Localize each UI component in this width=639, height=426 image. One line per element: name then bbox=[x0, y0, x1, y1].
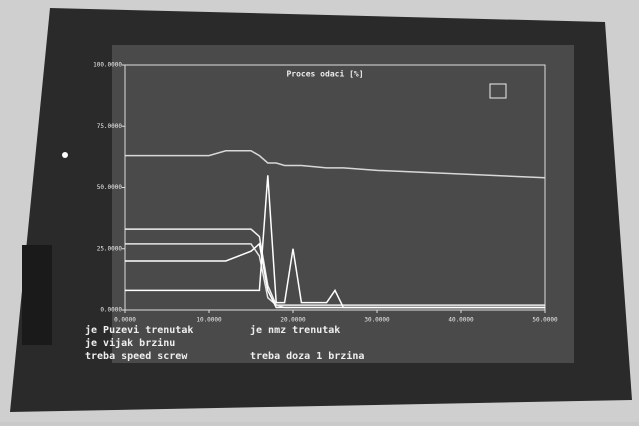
y-tick-label: 100.0000 bbox=[93, 62, 122, 69]
led bbox=[62, 152, 68, 158]
x-tick-label: 0.0000 bbox=[114, 317, 136, 324]
x-tick-label: 40.0000 bbox=[448, 317, 474, 324]
status-text: je Puzevi trenutak bbox=[85, 324, 193, 336]
status-text: treba speed screw bbox=[85, 351, 188, 362]
port bbox=[22, 245, 52, 345]
screen bbox=[112, 45, 574, 363]
page: Proces odaci [%] je Puzevi trenutak je v… bbox=[0, 0, 639, 422]
x-tick-label: 50.0000 bbox=[532, 317, 558, 324]
status-text: je nmz trenutak bbox=[250, 324, 340, 336]
y-tick-label: 0.0000 bbox=[100, 307, 122, 314]
photo: Proces odaci [%] je Puzevi trenutak je v… bbox=[0, 0, 639, 422]
y-tick-label: 75.0000 bbox=[97, 123, 123, 130]
x-tick-label: 20.0000 bbox=[280, 317, 306, 324]
x-tick-label: 30.0000 bbox=[364, 317, 390, 324]
y-tick-label: 25.0000 bbox=[97, 245, 123, 252]
chart-title: Proces odaci [%] bbox=[286, 69, 363, 79]
y-tick-label: 50.0000 bbox=[97, 184, 123, 191]
status-text: treba doza 1 brzina bbox=[250, 350, 364, 362]
status-text: je vijak brzinu bbox=[85, 337, 175, 349]
x-tick-label: 10.0000 bbox=[196, 317, 222, 324]
